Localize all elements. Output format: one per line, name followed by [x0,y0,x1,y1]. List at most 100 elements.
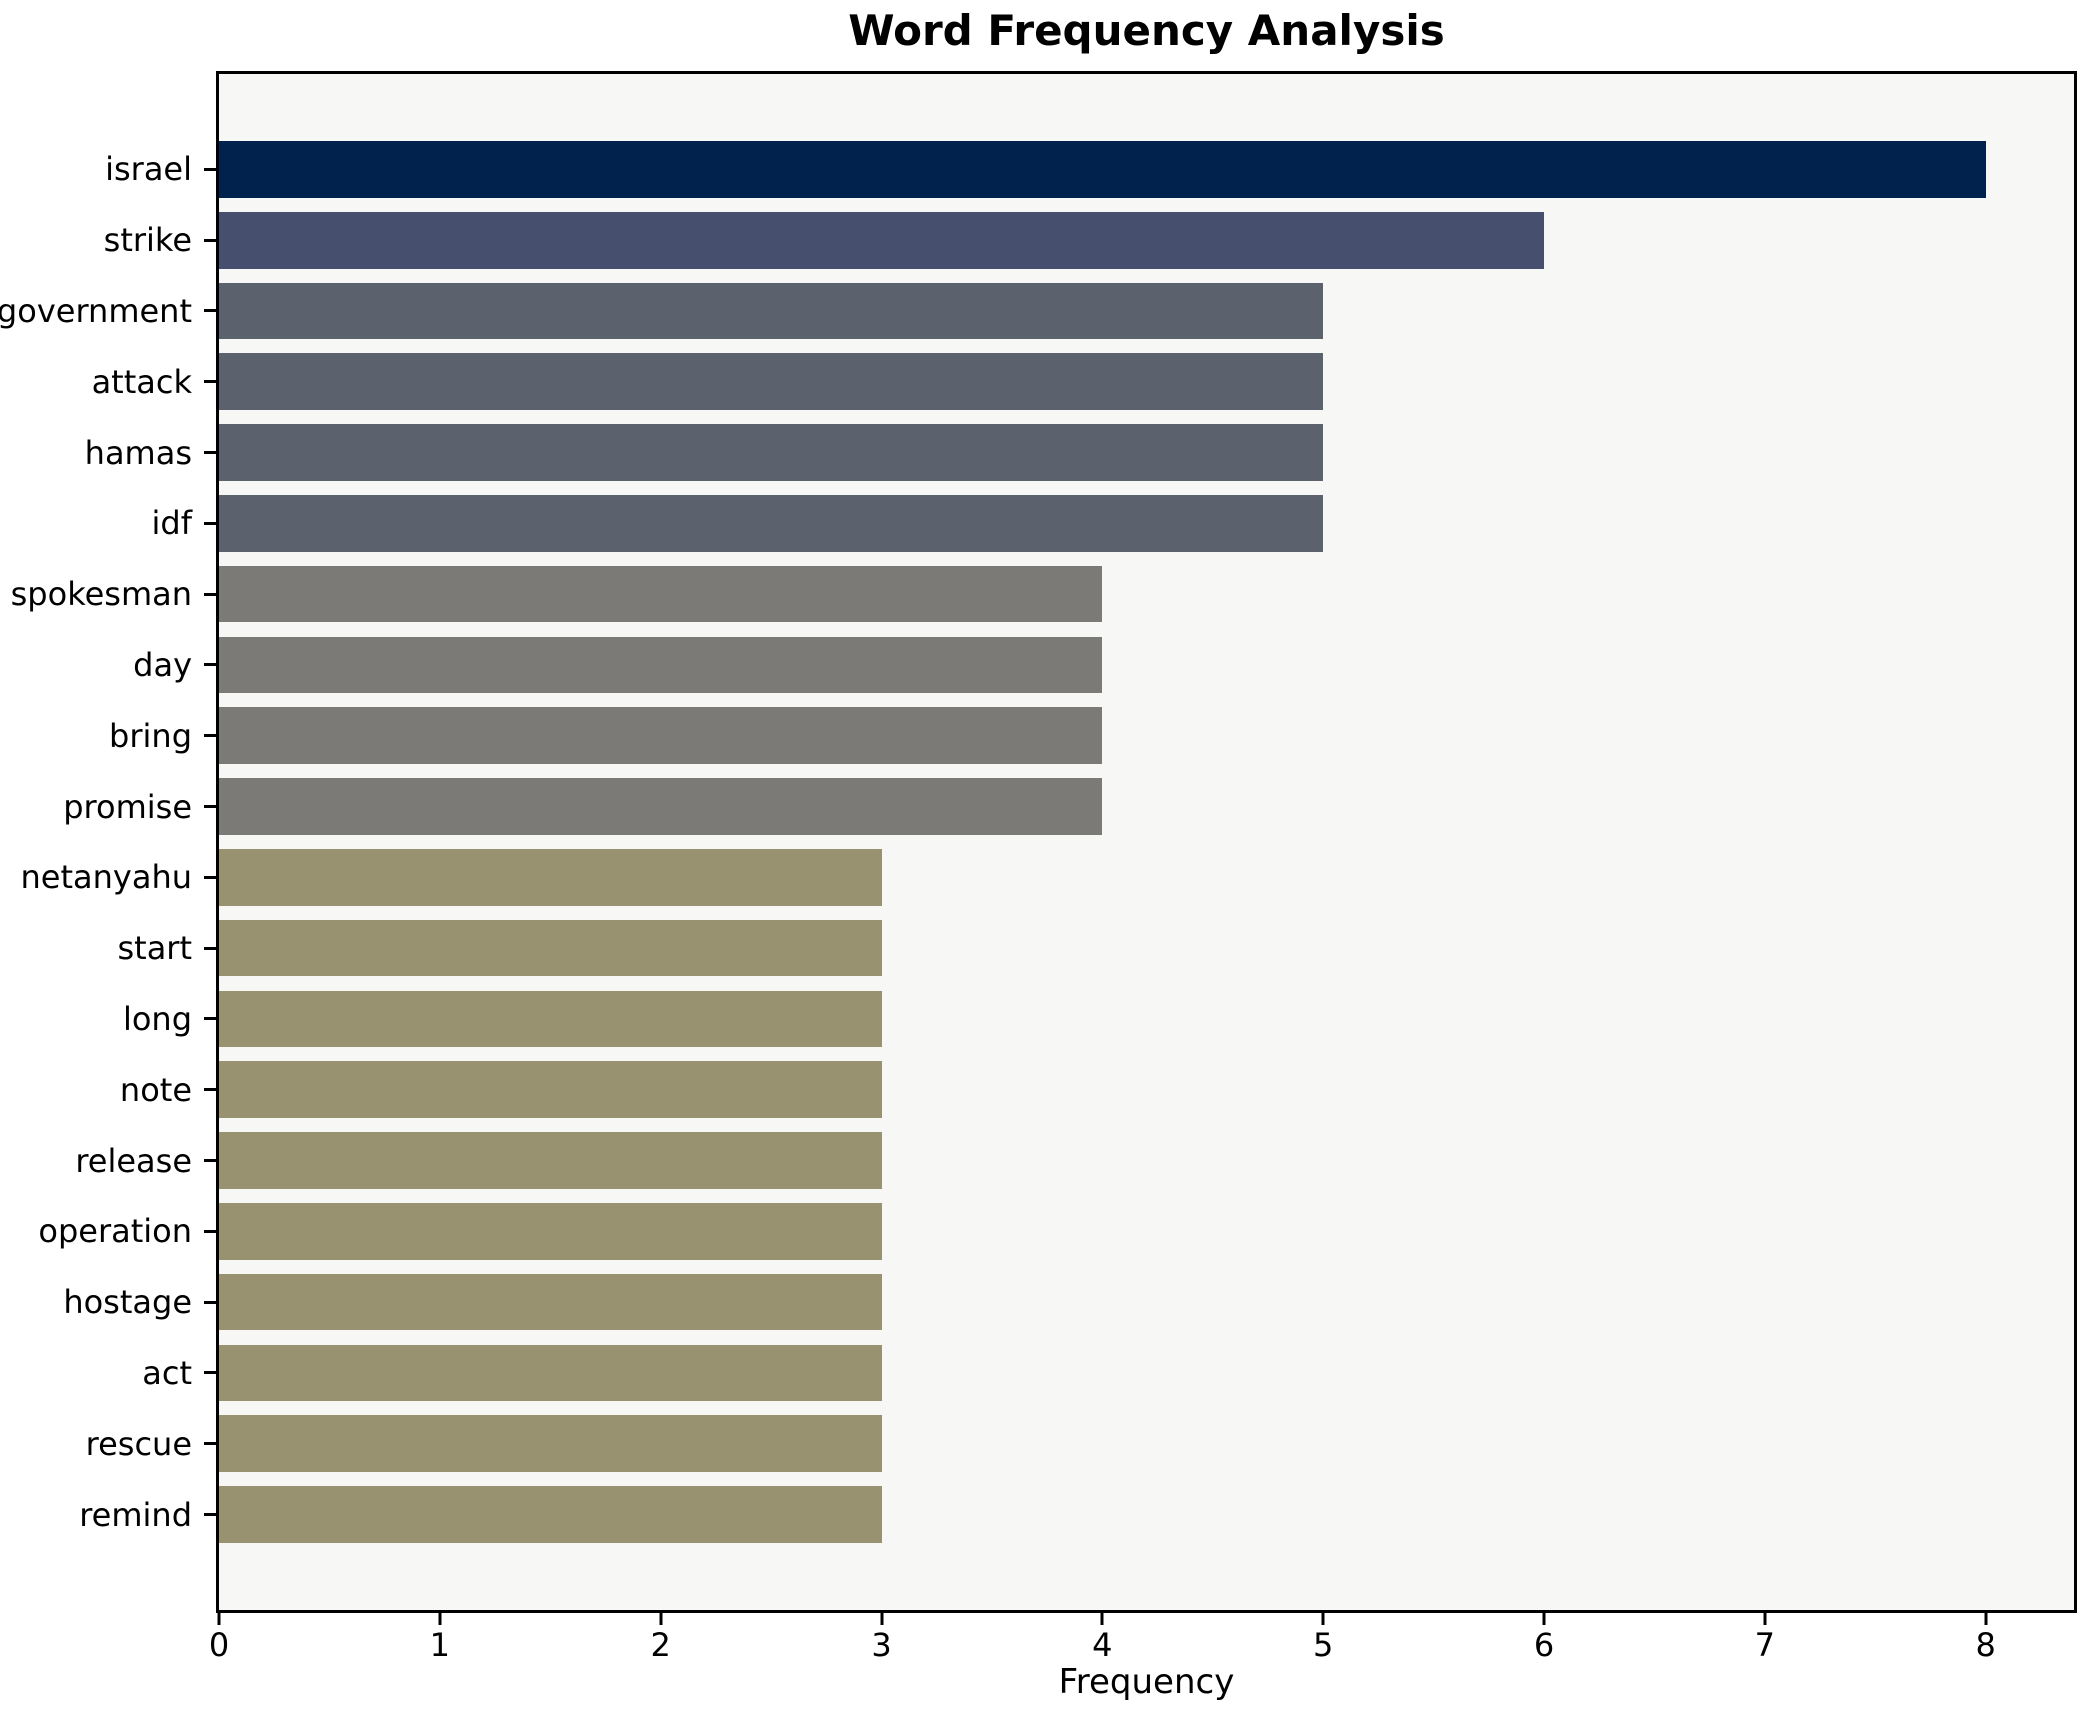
y-tick [204,380,216,384]
x-tick-label: 2 [650,1626,671,1664]
category-label: act [142,1353,192,1392]
y-tick [204,875,216,879]
category-label: long [122,999,192,1038]
frequency-bar [219,1132,882,1189]
y-tick [204,1229,216,1233]
bar-row: strike [104,205,2074,276]
bar-row: start [117,913,2074,984]
frequency-bar [219,1203,882,1260]
frequency-bar [219,211,1544,269]
category-label: release [75,1141,192,1180]
category-label: hostage [63,1283,192,1322]
bar-row: spokesman [11,559,2074,630]
bar-row: hostage [63,1267,2074,1338]
category-label: rescue [85,1424,192,1463]
bar-row: release [75,1125,2074,1196]
y-tick [204,238,216,242]
x-tick-label: 7 [1754,1626,1776,1664]
y-tick [204,1442,216,1446]
frequency-bar [219,353,1324,411]
y-tick [204,1088,216,1092]
bar-row: promise [63,771,2074,842]
bar-row: day [133,630,2074,701]
x-tick-label: 0 [208,1626,230,1664]
frequency-bar [219,919,882,977]
y-tick [204,663,216,667]
x-tick-label: 6 [1533,1626,1555,1664]
y-tick [204,1017,216,1021]
frequency-bar [219,990,882,1048]
x-tick [659,1613,663,1625]
category-label: netanyahu [20,858,192,897]
frequency-bar [219,141,1986,198]
y-tick [204,309,216,313]
x-axis-label: Frequency [1058,1662,1235,1702]
frequency-bar [219,849,882,906]
bar-row: hamas [85,417,2074,488]
bar-row: idf [152,488,2074,559]
frequency-bar [219,636,1103,694]
category-label: spokesman [10,575,192,614]
x-tick-label: 4 [1092,1626,1113,1664]
x-tick-label: 1 [429,1626,451,1664]
bar-row: government [0,276,2074,347]
x-tick-label: 3 [871,1626,892,1664]
y-tick [204,167,216,171]
chart-title: Word Frequency Analysis [848,6,1445,55]
frequency-bar [219,778,1103,835]
frequency-bar [219,1486,882,1543]
y-tick [204,946,216,950]
plot-area: israel strike government attack hamas idf spok… [0,71,2077,1664]
y-tick [204,1300,216,1304]
y-tick [204,592,216,596]
y-tick [204,521,216,525]
bar-row: rescue [86,1408,2074,1479]
x-tick [1321,1613,1325,1625]
x-tick [1100,1613,1104,1625]
x-tick [1763,1613,1767,1625]
bar-row: long [123,984,2074,1055]
category-label: hamas [84,433,192,472]
y-tick [204,451,216,455]
bar-row: note [120,1054,2074,1125]
frequency-bar [219,282,1324,340]
y-tick [204,805,216,809]
frequency-bar [219,565,1103,623]
x-tick [217,1613,221,1625]
bar-row: remind [79,1479,2074,1550]
category-label: attack [91,362,192,401]
category-label: bring [109,716,192,755]
x-tick-label: 5 [1312,1626,1334,1664]
frequency-bar [219,1415,882,1473]
x-tick [880,1613,883,1625]
frequency-bar [219,1061,882,1119]
category-label: strike [103,221,192,260]
bar-row: netanyahu [20,842,2074,913]
bar-row: bring [109,700,2074,771]
category-label: start [117,929,192,968]
y-tick [204,1513,216,1517]
bars-container: israel strike government attack hamas idf spok… [0,74,2074,1610]
bar-row: act [142,1338,2074,1409]
bar-row: attack [92,346,2074,417]
x-tick [1984,1613,1988,1625]
frequency-bar [219,424,1324,481]
bar-row: israel [105,134,2074,205]
category-label: idf [151,504,192,543]
y-tick [204,1159,216,1163]
category-label: government [0,291,192,330]
category-label: israel [105,150,192,189]
x-tick [1542,1613,1546,1625]
x-tick-label: 8 [1975,1626,1996,1664]
bar-row: operation [38,1196,2074,1267]
category-label: day [133,645,192,684]
y-tick [204,1371,216,1375]
frequency-bar [219,495,1324,552]
category-label: note [119,1070,192,1109]
category-label: remind [79,1495,192,1534]
category-label: operation [38,1212,192,1251]
frequency-bar [219,1344,882,1402]
category-label: promise [63,787,192,826]
x-tick [438,1613,442,1625]
